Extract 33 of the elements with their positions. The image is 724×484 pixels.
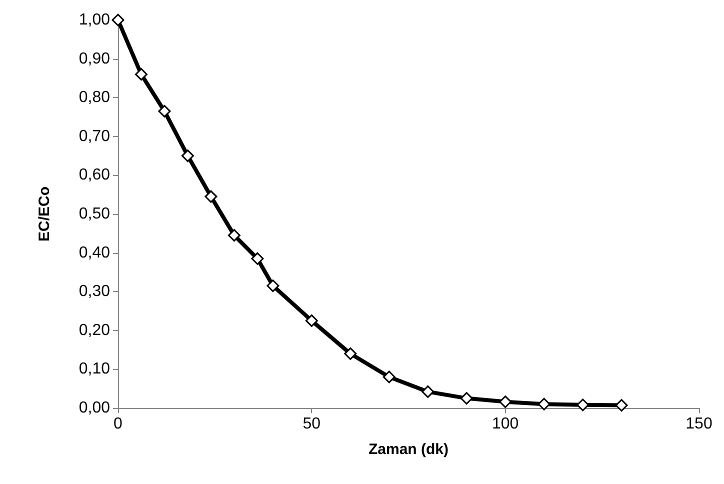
point [266, 280, 280, 292]
point [158, 104, 171, 118]
point [460, 392, 473, 405]
point [305, 314, 318, 327]
point [382, 370, 396, 384]
y-tick-label: 0,90 [78, 50, 110, 68]
y-tick-label: 0,60 [78, 166, 110, 184]
point [615, 399, 628, 412]
point [134, 68, 148, 81]
x-tick-label: 100 [492, 416, 519, 432]
point [228, 229, 240, 242]
y-tick-label: 0,30 [78, 283, 110, 300]
point [181, 150, 194, 162]
y-tick-label: 0,70 [78, 128, 110, 145]
y-axis-title: EC/ECo [36, 186, 53, 242]
y-tick-label: 0,50 [78, 206, 110, 222]
x-axis-title: Zaman (dk) [368, 441, 449, 458]
x-tick-label: 150 [686, 416, 712, 432]
point [344, 347, 357, 360]
point [538, 398, 550, 410]
x-tick-label: 0 [114, 416, 123, 432]
y-tick-label: 0,40 [78, 244, 110, 262]
point [204, 190, 218, 203]
y-tick-label: 0,80 [78, 89, 110, 106]
point [499, 396, 512, 408]
y-tick-label: 1,00 [78, 12, 110, 28]
x-tick-label: 50 [302, 416, 321, 432]
point [251, 252, 264, 265]
point [422, 385, 434, 398]
y-tick-label: 0,00 [78, 400, 110, 416]
y-tick-label: 0,20 [78, 322, 110, 339]
y-tick-label: 0,10 [78, 360, 110, 378]
point [112, 14, 124, 26]
